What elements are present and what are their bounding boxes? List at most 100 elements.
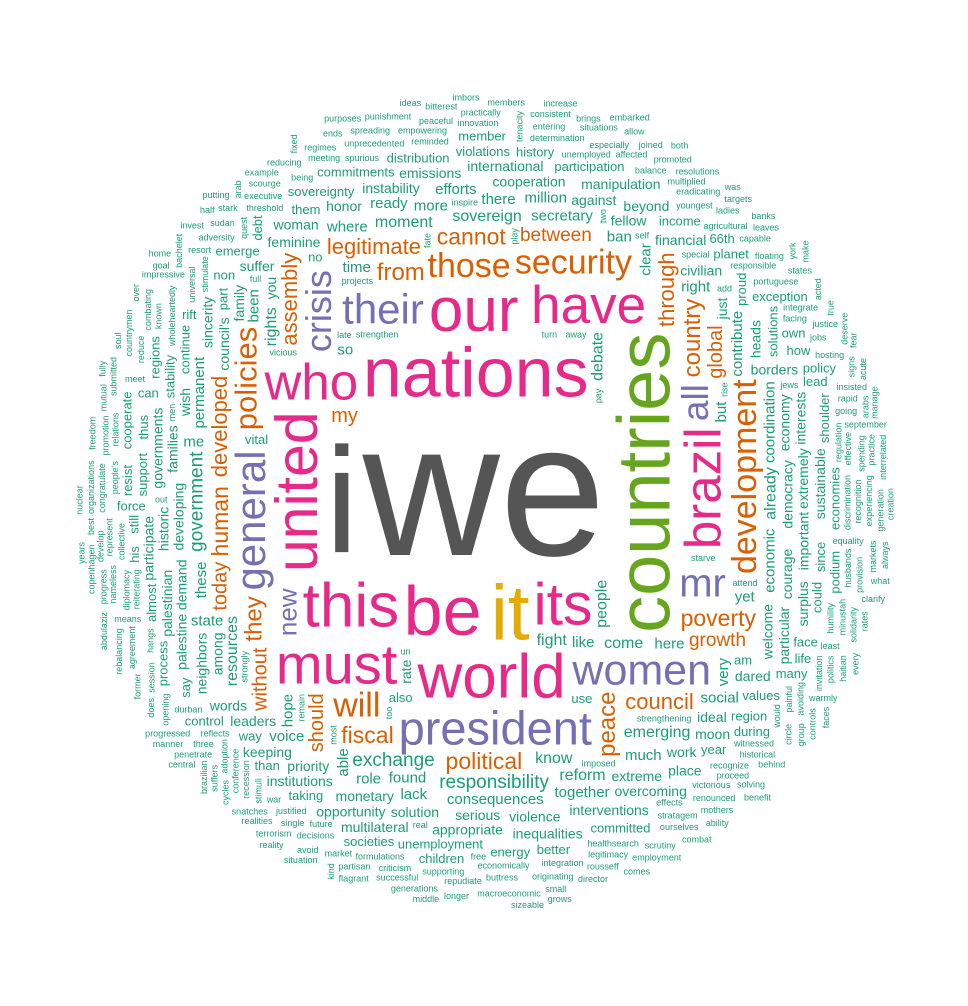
word-rapid: rapid: [838, 394, 858, 404]
word-overcoming: overcoming: [615, 783, 687, 799]
word-equality: equality: [833, 536, 865, 546]
word-session: session: [146, 662, 156, 693]
word-monetary: monetary: [336, 788, 394, 804]
word-appropriate: appropriate: [432, 822, 503, 838]
word-coordination: coordination: [761, 381, 778, 463]
word-single: single: [281, 818, 305, 828]
word-rise: rise: [720, 382, 730, 397]
word-inequalities: inequalities: [513, 825, 583, 841]
word-political: political: [446, 748, 523, 774]
word-inspire: inspire: [451, 198, 478, 208]
word-abdulaziz: abdulaziz: [99, 612, 109, 651]
word-countries: countries: [603, 333, 686, 633]
word-way: way: [238, 728, 263, 743]
word-integrate: integrate: [783, 303, 818, 313]
word-small: small: [545, 884, 566, 894]
word-clarify: clarify: [862, 594, 886, 604]
word-legitimacy: legitimacy: [588, 850, 629, 860]
word-strongly: strongly: [240, 650, 250, 682]
word-stimuli: stimuli: [254, 778, 264, 804]
word-strengthen: strengthen: [356, 330, 399, 340]
word-reflects: reflects: [201, 729, 231, 739]
word-invitation: invitation: [814, 656, 824, 692]
word-targets: targets: [724, 194, 752, 204]
word-eradicating: eradicating: [676, 186, 720, 196]
word-region: region: [731, 709, 767, 724]
word-wholeheartedly: wholeheartedly: [167, 285, 177, 347]
word-consequences: consequences: [447, 791, 544, 808]
word-i: i: [325, 416, 358, 584]
word-stratagem: stratagem: [658, 811, 698, 821]
word-reduce: reduce: [136, 336, 146, 364]
word-debate: debate: [590, 332, 607, 381]
word-borders: borders: [751, 362, 798, 378]
word-ends: ends: [323, 128, 343, 138]
word-relations: relations: [111, 412, 121, 447]
word-fear: fear: [849, 333, 859, 349]
word-control: control: [185, 713, 224, 728]
word-solving: solving: [737, 780, 765, 790]
word-found: found: [389, 770, 427, 787]
word-ban: ban: [607, 228, 632, 245]
word-september: september: [844, 420, 887, 430]
word-sovereign: sovereign: [452, 208, 521, 225]
word-renounced: renounced: [693, 793, 736, 803]
word-committed: committed: [591, 820, 651, 835]
word-violations: violations: [456, 144, 511, 159]
word-means: means: [114, 614, 142, 624]
word-proceed: proceed: [717, 771, 750, 781]
word-adversity: adversity: [199, 233, 236, 243]
word-deserve: deserve: [839, 313, 849, 345]
word-council: council: [625, 689, 693, 714]
word-group: group: [796, 723, 806, 746]
word-priority: priority: [287, 758, 329, 774]
word-sudan: sudan: [210, 218, 235, 228]
word-allow: allow: [624, 127, 645, 137]
word-putting: putting: [202, 190, 229, 200]
word-heads: heads: [747, 320, 763, 358]
word-add: add: [717, 283, 732, 293]
word-part: part: [216, 287, 231, 310]
word-poverty: poverty: [681, 605, 757, 631]
word-development: development: [726, 379, 764, 574]
word-member: member: [458, 129, 506, 144]
word-today: today: [210, 562, 232, 611]
word-rates: rates: [860, 611, 870, 632]
word-our: our: [429, 276, 519, 345]
word-future: future: [310, 819, 333, 829]
word-benefit: benefit: [744, 793, 772, 803]
word-mothers: mothers: [701, 805, 734, 815]
word-being: being: [291, 173, 313, 183]
word-was: was: [724, 182, 742, 192]
word-promotion: promotion: [101, 415, 111, 455]
word-suffer: suffer: [240, 258, 275, 274]
word-free: free: [471, 852, 487, 862]
word-submitted: submitted: [109, 357, 119, 396]
word-shoulder: shoulder: [817, 393, 832, 444]
word-you: you: [263, 277, 279, 300]
word-organizations: organizations: [86, 460, 96, 514]
word-out: out: [155, 495, 168, 505]
word-these: these: [193, 562, 210, 599]
word-who: who: [264, 353, 359, 410]
word-fiscal: fiscal: [341, 722, 393, 748]
word-instability: instability: [362, 180, 420, 196]
word-people-s: people's: [110, 460, 120, 494]
word-originating: originating: [532, 872, 574, 882]
word-partisan: partisan: [338, 861, 370, 871]
word-resources: resources: [224, 616, 241, 686]
word-history: history: [516, 145, 555, 160]
word-pay: pay: [594, 388, 604, 403]
word-true: true: [826, 300, 836, 316]
word-markets: markets: [868, 540, 878, 573]
word-able: able: [335, 748, 352, 776]
word-dared: dared: [735, 668, 771, 684]
word-ourselves: ourselves: [660, 822, 699, 832]
word-from: from: [377, 259, 425, 286]
word-portuguese: portuguese: [753, 276, 798, 286]
word-brings: brings: [576, 113, 601, 123]
word-ready: ready: [370, 195, 408, 212]
word-world: world: [417, 642, 566, 711]
word-economies: economies: [828, 467, 843, 530]
word-decisions: decisions: [297, 831, 335, 841]
